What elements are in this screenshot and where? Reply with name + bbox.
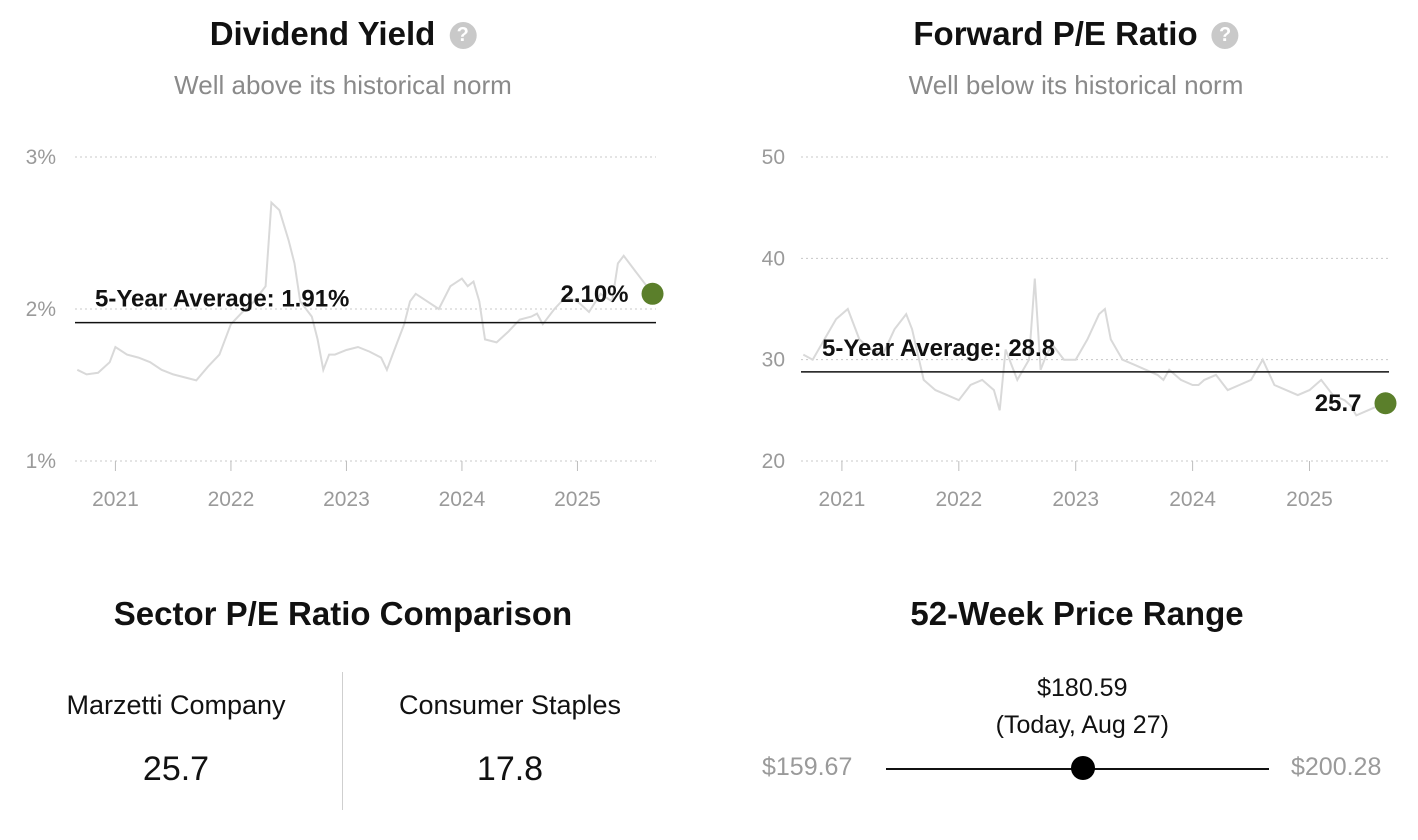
- y-tick-label: 50: [762, 146, 785, 169]
- y-tick-label: 30: [762, 349, 785, 372]
- dividend-yield-chart: 1% 2% 3% 2021 2022 2023 2024 2025 5-Year Avera…: [26, 146, 664, 511]
- y-tick-label: 3%: [26, 146, 56, 169]
- x-tick-label: 2025: [554, 488, 601, 511]
- current-value-label: 25.7: [1315, 390, 1362, 417]
- x-tick-label: 2023: [323, 488, 370, 511]
- series-line: [76, 200, 654, 382]
- sector-pe-value: 17.8: [476, 750, 544, 788]
- high-price: $200.28: [1291, 753, 1382, 781]
- x-tick-label: 2021: [819, 488, 866, 511]
- current-price-marker: [1071, 756, 1096, 780]
- x-tick-label: 2022: [208, 488, 255, 511]
- forward-pe-title: Forward P/E Ratio?: [913, 15, 1239, 53]
- x-tick-label: 2024: [439, 488, 486, 511]
- current-value-marker: [1374, 392, 1397, 415]
- forward-pe-chart: 20 30 40 50 2021 2022 2023 2024 2025 5-Year Ave…: [762, 146, 1397, 511]
- x-tick-label: 2025: [1286, 488, 1333, 511]
- low-price: $159.67: [762, 753, 853, 781]
- sector-comparison-title: Sector P/E Ratio Comparison: [113, 595, 573, 632]
- sector-name: Consumer Staples: [398, 690, 622, 720]
- dividend-yield-subtitle: Well above its historical norm: [174, 70, 512, 100]
- company-name: Marzetti Company: [66, 690, 286, 720]
- x-tick-label: 2023: [1052, 488, 1099, 511]
- price-range-title: 52-Week Price Range: [910, 595, 1244, 632]
- question-circle-icon[interactable]: ?: [449, 22, 477, 49]
- current-price: $180.59: [1037, 674, 1128, 702]
- question-circle-icon[interactable]: ?: [1211, 22, 1239, 49]
- current-value-label: 2.10%: [560, 281, 628, 308]
- x-tick-label: 2021: [92, 488, 139, 511]
- forward-pe-subtitle: Well below its historical norm: [908, 70, 1244, 100]
- current-price-date: (Today, Aug 27): [995, 711, 1169, 739]
- y-tick-label: 20: [762, 450, 785, 473]
- y-tick-label: 40: [762, 247, 785, 270]
- sector-divider: [342, 672, 343, 810]
- average-label: 5-Year Average: 28.8: [822, 335, 1055, 362]
- y-tick-label: 1%: [26, 450, 56, 473]
- dividend-yield-title: Dividend Yield?: [210, 15, 477, 53]
- company-pe-value: 25.7: [142, 750, 210, 788]
- x-tick-label: 2024: [1169, 488, 1216, 511]
- average-label: 5-Year Average: 1.91%: [95, 286, 349, 313]
- y-tick-label: 2%: [26, 298, 56, 321]
- x-tick-label: 2022: [935, 488, 982, 511]
- series-line: [802, 278, 1386, 417]
- current-value-marker: [641, 282, 664, 305]
